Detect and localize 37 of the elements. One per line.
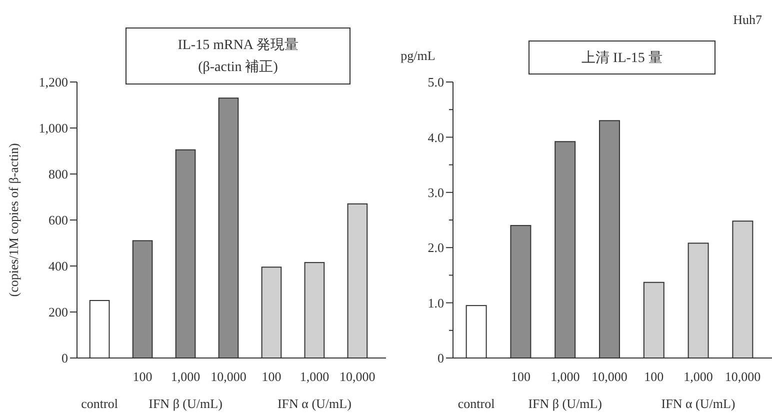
x-tick-label: 10,000 <box>340 369 376 384</box>
y-tick-label: 1,200 <box>38 74 68 90</box>
text: IFN α (U/mL) <box>277 396 352 411</box>
text: Huh7 <box>733 12 762 27</box>
x-tick-label: 100 <box>262 369 282 384</box>
y-tick-label: 2.0 <box>428 240 444 256</box>
x-tick-label: 10,000 <box>592 369 628 384</box>
y-tick-label: 200 <box>48 304 68 320</box>
y-tick-label: 0 <box>62 350 68 366</box>
y-axis-title: pg/mL <box>400 48 436 63</box>
y-tick-label: 0 <box>438 350 444 366</box>
text: IFN β (U/mL) <box>148 396 222 411</box>
chart-title: 上清 IL-15 量 <box>582 50 662 66</box>
y-tick-label: 800 <box>48 166 68 182</box>
y-tick-label: 5.0 <box>428 74 444 90</box>
chart-title: IL-15 mRNA 発現量 <box>178 37 298 53</box>
y-tick-label: 1,000 <box>38 120 68 136</box>
y-axis-title: (copies/1M copies of β-actin) <box>6 143 21 297</box>
x-tick-label: 100 <box>510 369 530 384</box>
y-tick-label: 3.0 <box>428 184 444 200</box>
text: IFN α (U/mL) <box>661 396 736 411</box>
x-tick-label: 1,000 <box>550 369 580 384</box>
y-tick-label: 4.0 <box>428 130 444 145</box>
x-tick-label: 1,000 <box>684 369 713 384</box>
text: control <box>81 396 118 411</box>
x-tick-label: 10,000 <box>210 369 246 384</box>
x-tick-label: 100 <box>132 369 152 384</box>
x-tick-label: 100 <box>644 369 664 384</box>
text: IFN β (U/mL) <box>528 396 602 411</box>
x-tick-label: 1,000 <box>300 369 330 384</box>
chart-subtitle: (β-actin 補正) <box>198 59 278 75</box>
text: control <box>458 396 496 411</box>
y-tick-label: 600 <box>48 212 68 228</box>
x-tick-label: 1,000 <box>170 369 200 384</box>
x-tick-label: 10,000 <box>724 369 761 384</box>
y-tick-label: 1.0 <box>428 295 444 310</box>
y-tick-label: 400 <box>48 258 68 274</box>
